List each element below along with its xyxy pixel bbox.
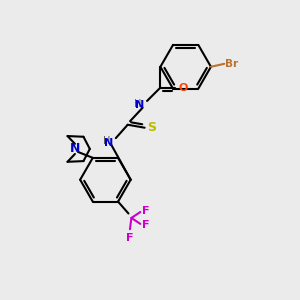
Text: N: N [103,138,113,148]
Text: N: N [135,100,144,110]
Text: H: H [103,136,110,146]
Text: Br: Br [225,59,238,69]
Text: O: O [178,82,188,93]
Text: S: S [148,121,157,134]
Text: N: N [70,142,80,155]
Text: H: H [134,99,141,109]
Text: F: F [126,233,134,243]
Text: F: F [142,206,149,215]
Text: F: F [142,220,149,230]
